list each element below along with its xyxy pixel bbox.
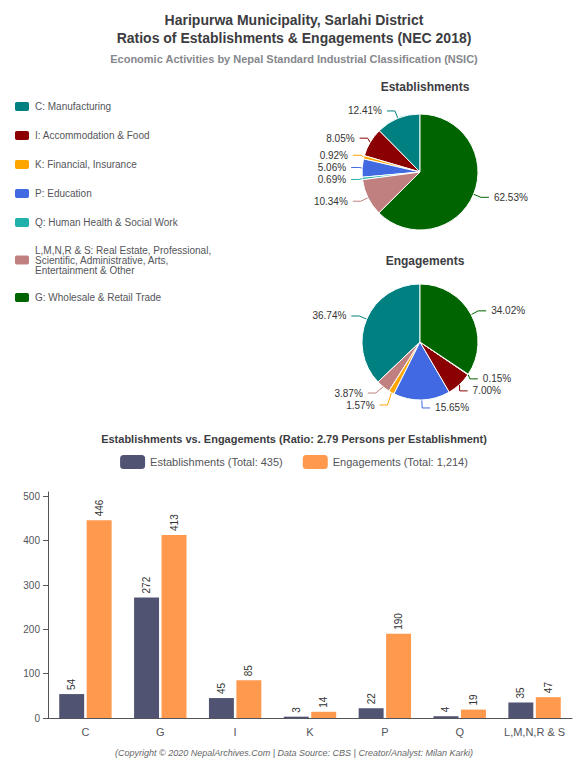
svg-text:62.53%: 62.53% (494, 192, 528, 203)
svg-text:5.06%: 5.06% (318, 162, 346, 173)
svg-text:1.57%: 1.57% (346, 400, 374, 411)
svg-text:47: 47 (543, 682, 554, 694)
svg-text:(Copyright © 2020 NepalArchive: (Copyright © 2020 NepalArchives.Com | Da… (115, 748, 473, 758)
svg-text:190: 190 (393, 613, 404, 630)
svg-text:K: K (306, 726, 314, 738)
svg-text:0.92%: 0.92% (320, 150, 348, 161)
svg-text:19: 19 (468, 694, 479, 706)
svg-text:4: 4 (440, 706, 451, 712)
svg-text:Entertainment & Other: Entertainment & Other (35, 265, 135, 276)
svg-text:8.05%: 8.05% (326, 133, 354, 144)
svg-text:22: 22 (366, 693, 377, 705)
svg-text:P: Education: P: Education (35, 188, 92, 199)
svg-text:400: 400 (23, 535, 40, 546)
svg-text:0: 0 (34, 713, 40, 724)
svg-text:7.00%: 7.00% (473, 385, 501, 396)
svg-text:3.87%: 3.87% (334, 388, 362, 399)
svg-text:Scientific, Administrative, Ar: Scientific, Administrative, Arts, (35, 254, 169, 266)
svg-text:35: 35 (515, 687, 526, 699)
svg-text:I: Accommodation & Food: I: Accommodation & Food (35, 130, 150, 141)
svg-text:Q: Q (455, 726, 464, 738)
svg-text:Q: Human Health & Social Work: Q: Human Health & Social Work (35, 217, 179, 228)
svg-text:54: 54 (66, 679, 77, 691)
svg-text:K: Financial, Insurance: K: Financial, Insurance (35, 159, 137, 170)
svg-text:413: 413 (169, 514, 180, 531)
svg-text:L,M,N,R & S: Real Estate, Prof: L,M,N,R & S: Real Estate, Professional, (35, 244, 212, 256)
svg-text:G: Wholesale & Retail Trade: G: Wholesale & Retail Trade (35, 292, 162, 303)
svg-text:0.69%: 0.69% (318, 174, 346, 185)
svg-text:10.34%: 10.34% (314, 196, 348, 207)
svg-text:Haripurwa Municipality, Sarlah: Haripurwa Municipality, Sarlahi District (165, 12, 424, 28)
svg-text:200: 200 (23, 624, 40, 635)
svg-text:Establishments vs. Engagements: Establishments vs. Engagements (Ratio: 2… (101, 433, 487, 445)
svg-text:36.74%: 36.74% (312, 310, 346, 321)
svg-text:I: I (234, 726, 237, 738)
svg-text:Establishments (Total: 435): Establishments (Total: 435) (150, 456, 283, 468)
svg-text:C: Manufacturing: C: Manufacturing (35, 101, 111, 112)
svg-text:Establishments: Establishments (381, 80, 470, 94)
svg-text:15.65%: 15.65% (435, 402, 469, 413)
svg-text:300: 300 (23, 580, 40, 591)
svg-text:P: P (381, 726, 388, 738)
svg-text:Ratios of Establishments & Eng: Ratios of Establishments & Engagements (… (117, 30, 472, 46)
svg-text:500: 500 (23, 491, 40, 502)
svg-text:446: 446 (94, 499, 105, 516)
svg-text:45: 45 (216, 682, 227, 694)
svg-text:Engagements: Engagements (386, 254, 465, 268)
svg-text:34.02%: 34.02% (491, 305, 525, 316)
svg-text:100: 100 (23, 668, 40, 679)
svg-text:G: G (156, 726, 165, 738)
svg-text:L,M,N,R & S: L,M,N,R & S (504, 726, 565, 738)
svg-text:Economic Activities by Nepal S: Economic Activities by Nepal Standard In… (110, 53, 478, 65)
svg-text:14: 14 (318, 696, 329, 708)
svg-text:12.41%: 12.41% (348, 105, 382, 116)
svg-text:Engagements (Total: 1,214): Engagements (Total: 1,214) (333, 456, 468, 468)
svg-text:85: 85 (243, 665, 254, 677)
svg-text:0.15%: 0.15% (483, 373, 511, 384)
svg-text:272: 272 (141, 576, 152, 593)
svg-text:3: 3 (291, 707, 302, 713)
svg-text:C: C (81, 726, 89, 738)
